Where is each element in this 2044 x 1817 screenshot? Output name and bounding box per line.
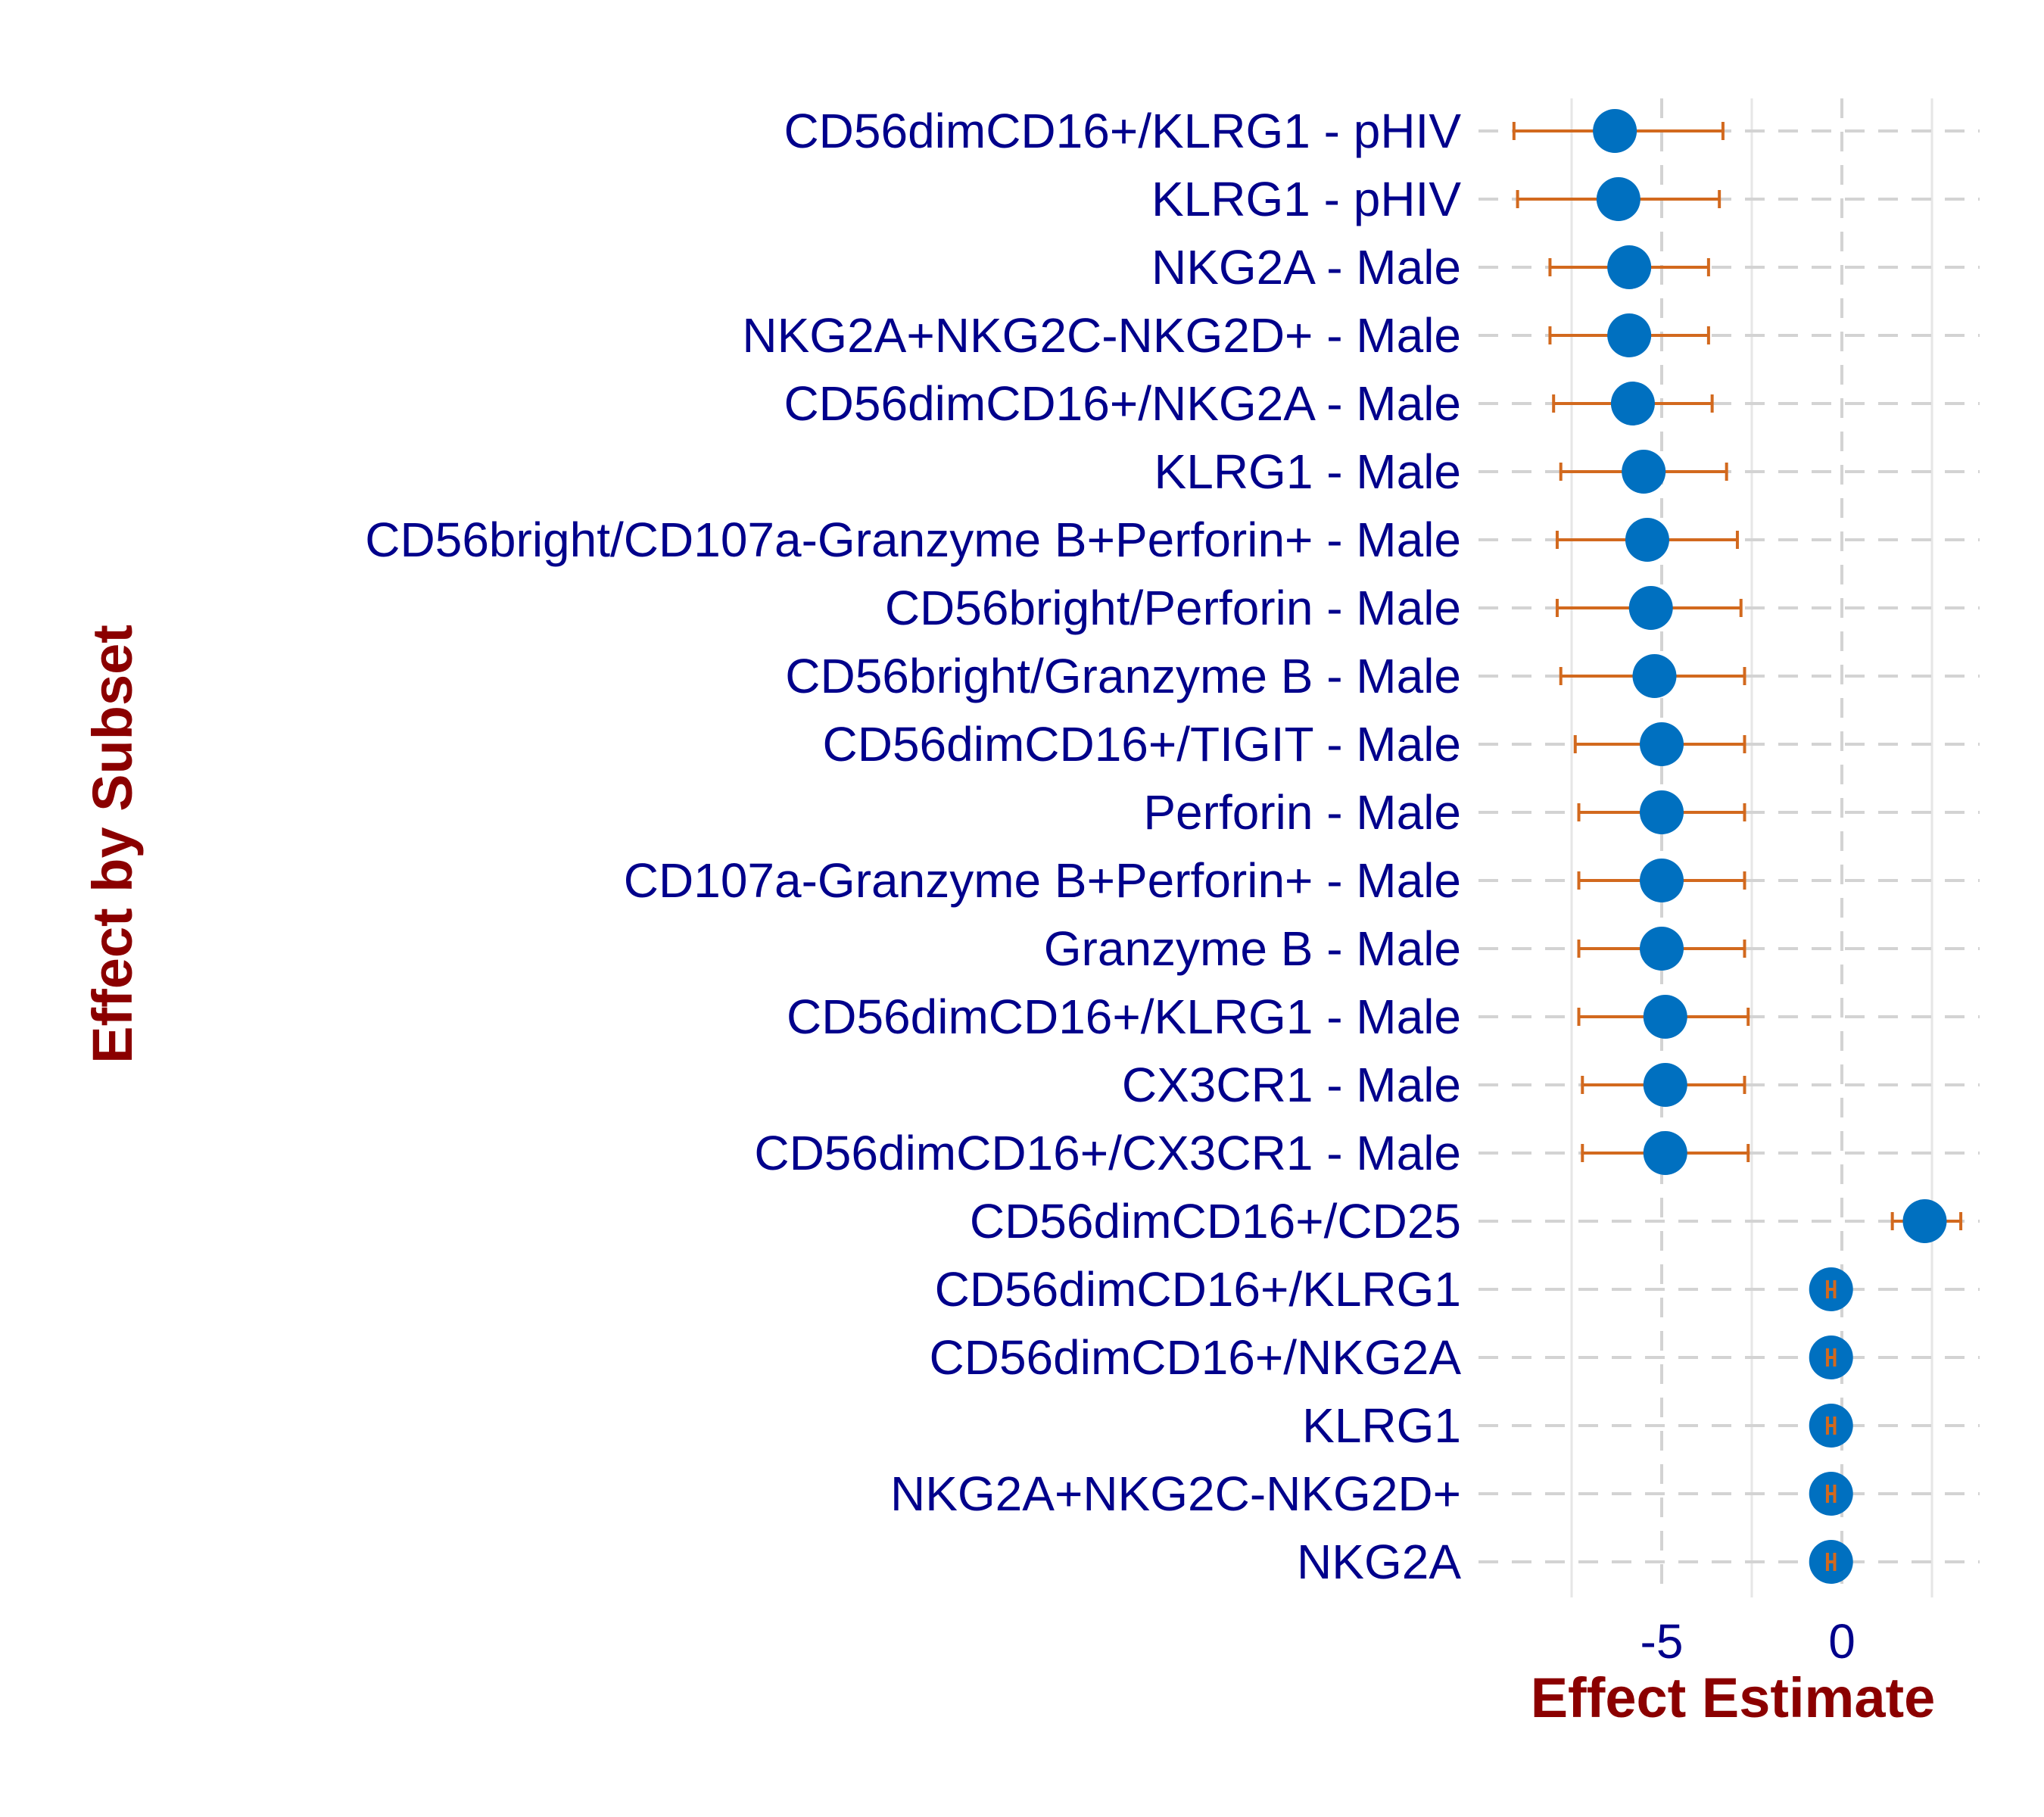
point-estimate (1640, 927, 1684, 971)
point-estimate (1640, 790, 1684, 834)
point-estimate (1593, 109, 1637, 153)
point-estimate (1596, 177, 1640, 221)
x-axis-ticks: -5 0 (1640, 1614, 1855, 1669)
category-label: CD56dimCD16+/CD25 (970, 1194, 1461, 1248)
x-tick-label: 0 (1828, 1614, 1855, 1669)
category-label: Perforin - Male (1143, 785, 1461, 840)
category-label: NKG2A - Male (1151, 240, 1461, 295)
data-row-mark (1555, 518, 1739, 562)
data-row-mark (1581, 1063, 1746, 1107)
point-estimate (1607, 245, 1652, 289)
category-label: CD107a-Granzyme B+Perforin+ - Male (624, 853, 1461, 908)
data-row-mark (1552, 382, 1714, 425)
category-label: CD56dimCD16+/CX3CR1 - Male (754, 1126, 1461, 1180)
data-row-mark (1573, 722, 1746, 766)
point-estimate (1640, 859, 1684, 902)
point-estimate (1610, 382, 1655, 425)
category-labels: CD56dimCD16+/KLRG1 - pHIV KLRG1 - pHIV NKG… (365, 104, 1461, 1589)
y-axis-title: Effect by Subset (81, 625, 144, 1064)
category-label: CD56dimCD16+/KLRG1 - Male (787, 990, 1461, 1044)
data-row-mark (1577, 927, 1746, 971)
category-label: NKG2A (1297, 1535, 1461, 1589)
category-label: CX3CR1 - Male (1122, 1058, 1461, 1112)
data-row-mark (1555, 586, 1743, 630)
category-label: CD56bright/Perforin - Male (885, 581, 1461, 635)
category-label: CD56bright/CD107a-Granzyme B+Perforin+ -… (365, 513, 1461, 567)
category-label: CD56dimCD16+/KLRG1 (935, 1262, 1461, 1317)
category-label: CD56dimCD16+/NKG2A (930, 1330, 1462, 1385)
point-estimate (1902, 1199, 1947, 1243)
category-label: KLRG1 (1302, 1398, 1461, 1453)
point-estimate (1628, 586, 1673, 630)
point-estimate (1640, 722, 1684, 766)
point-estimate (1625, 518, 1669, 562)
point-estimate (1607, 313, 1652, 357)
data-row-mark (1548, 245, 1710, 289)
data-row-mark (1559, 450, 1728, 494)
data-row-mark (1809, 1267, 1853, 1311)
data-row-mark (1809, 1472, 1853, 1516)
category-label: CD56dimCD16+/TIGIT - Male (823, 717, 1462, 771)
point-estimate (1643, 1063, 1687, 1107)
data-row-mark (1559, 654, 1746, 698)
category-label: NKG2A+NKG2C-NKG2D+ (890, 1466, 1461, 1521)
category-label: KLRG1 - pHIV (1151, 172, 1461, 226)
category-label: CD56dimCD16+/KLRG1 - pHIV (784, 104, 1461, 158)
data-row-mark (1577, 790, 1746, 834)
category-label: NKG2A+NKG2C-NKG2D+ - Male (742, 308, 1461, 363)
data-row-mark (1577, 995, 1750, 1039)
point-estimate (1643, 995, 1687, 1039)
x-axis-title: Effect Estimate (1531, 1666, 1936, 1729)
category-label: KLRG1 - Male (1154, 444, 1461, 499)
data-row-mark (1809, 1404, 1853, 1448)
category-label: Granzyme B - Male (1044, 921, 1461, 976)
data-row-mark (1548, 313, 1710, 357)
data-row-mark (1512, 109, 1725, 153)
category-label: CD56dimCD16+/NKG2A - Male (784, 376, 1461, 431)
data-marks (1512, 109, 1963, 1584)
point-estimate (1632, 654, 1677, 698)
grid (1478, 98, 1980, 1597)
data-row-mark (1890, 1199, 1963, 1243)
category-label: CD56bright/Granzyme B - Male (785, 649, 1461, 703)
data-row-mark (1577, 859, 1746, 902)
x-tick-label: -5 (1640, 1614, 1684, 1669)
data-row-mark (1581, 1131, 1750, 1175)
point-estimate (1643, 1131, 1687, 1175)
data-row-mark (1809, 1540, 1853, 1584)
data-row-mark (1516, 177, 1722, 221)
data-row-mark (1809, 1335, 1853, 1379)
point-estimate (1622, 450, 1666, 494)
